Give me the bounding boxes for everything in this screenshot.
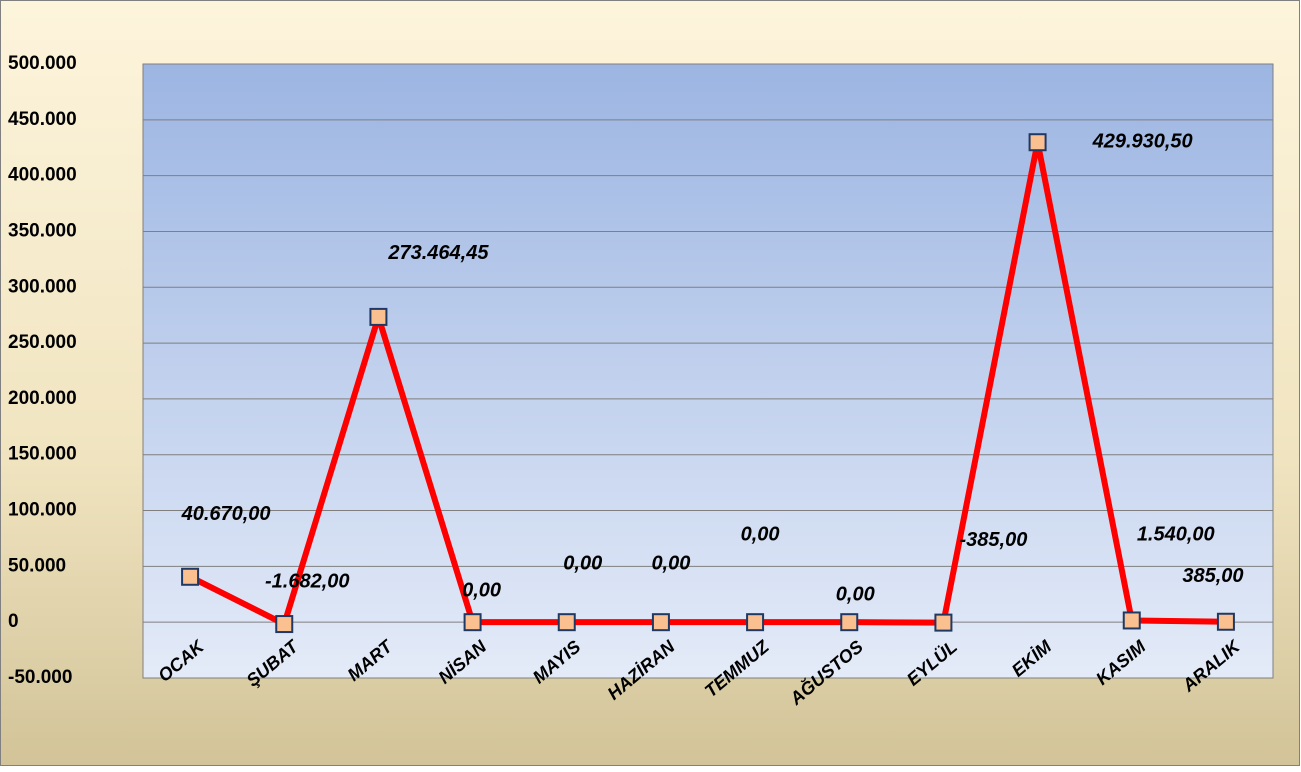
data-label: -385,00 — [959, 529, 1027, 551]
data-label: 429.930,50 — [1092, 131, 1193, 153]
y-tick-label: 150.000 — [8, 444, 77, 465]
plot-border — [142, 63, 1274, 679]
y-tick-label: 0 — [8, 611, 19, 632]
y-tick-label: 400.000 — [8, 165, 77, 186]
marker — [1028, 133, 1047, 152]
data-label: 0,00 — [836, 583, 875, 605]
marker — [840, 613, 859, 632]
y-tick-label: 450.000 — [8, 109, 77, 130]
marker — [1122, 611, 1141, 630]
marker — [463, 613, 482, 632]
y-tick-label: -50.000 — [8, 667, 72, 688]
y-tick-label: 250.000 — [8, 332, 77, 353]
data-label: 1.540,00 — [1137, 524, 1215, 546]
marker — [181, 567, 200, 586]
y-tick-label: 50.000 — [8, 555, 66, 576]
data-label: 0,00 — [741, 523, 780, 545]
marker — [557, 613, 576, 632]
data-label: 40.670,00 — [181, 503, 271, 525]
marker — [934, 613, 953, 632]
marker — [651, 613, 670, 632]
data-label: 0,00 — [651, 552, 690, 574]
y-tick-label: 300.000 — [8, 276, 77, 297]
y-tick-label: 350.000 — [8, 220, 77, 241]
marker — [746, 613, 765, 632]
data-label: 0,00 — [462, 579, 501, 601]
data-label: -1.682,00 — [265, 570, 350, 592]
marker — [369, 307, 388, 326]
data-label: 0,00 — [563, 552, 602, 574]
data-label: 385,00 — [1182, 565, 1243, 587]
y-tick-label: 200.000 — [8, 388, 77, 409]
y-tick-label: 100.000 — [8, 500, 77, 521]
data-label: 273.464,45 — [387, 242, 489, 264]
y-tick-label: 500.000 — [8, 53, 77, 74]
line — [188, 139, 1226, 628]
marker — [1216, 612, 1235, 631]
marker — [275, 615, 294, 634]
